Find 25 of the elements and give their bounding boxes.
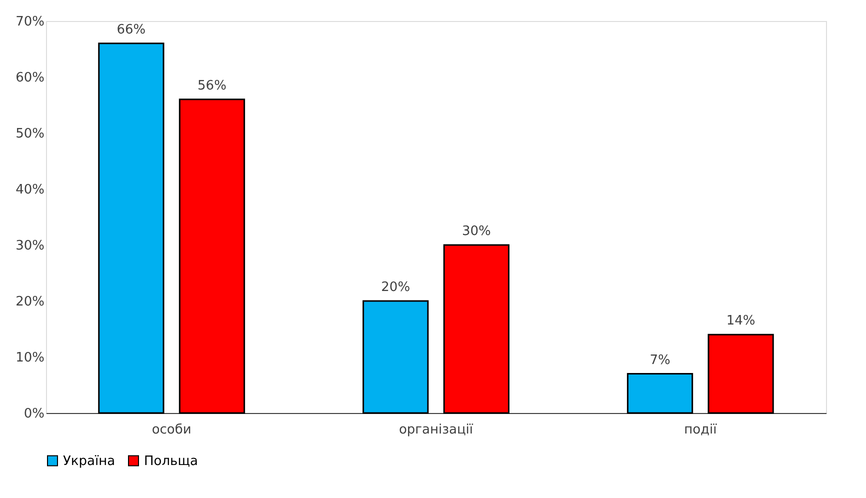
legend-label: Україна [63,454,116,469]
bar [362,300,429,414]
data-label: 7% [650,352,670,368]
y-tick-label: 30% [16,238,44,254]
y-tick-label: 20% [16,294,44,310]
bar [443,244,510,414]
data-label: 20% [381,280,410,295]
x-tick-label: події [684,422,718,438]
bar [708,334,774,414]
data-label: 56% [198,78,226,94]
y-tick-label: 60% [16,70,44,86]
bar [626,373,694,414]
x-tick-label: організації [398,422,474,438]
legend-label: Польща [144,454,198,469]
y-tick-label: 50% [16,126,44,142]
data-label: 14% [726,314,756,329]
y-tick-label: 10% [16,350,44,366]
y-tick-label: 70% [16,14,44,30]
data-label: 66% [116,22,146,38]
y-tick-label: 0% [24,406,44,422]
x-tick-label: особи [152,422,192,438]
bar [98,42,164,414]
y-tick-label: 40% [16,182,44,198]
data-label: 30% [462,224,491,239]
bar [178,98,246,414]
